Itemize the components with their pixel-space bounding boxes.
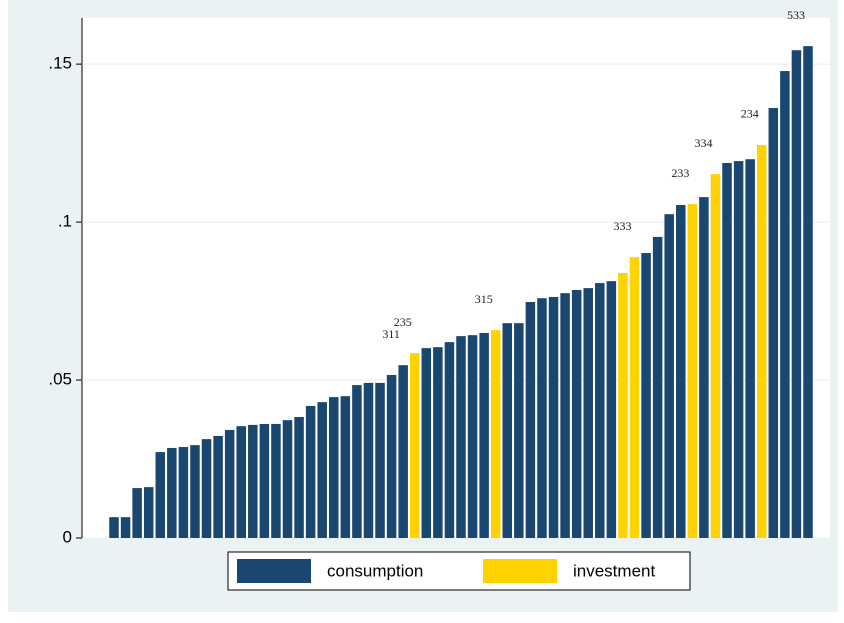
bar	[178, 447, 189, 538]
bar	[710, 174, 721, 539]
bar	[629, 257, 640, 538]
bar	[167, 447, 177, 538]
bar	[479, 332, 489, 538]
bar	[271, 423, 281, 538]
bar	[733, 161, 744, 538]
bar-label: 333	[614, 219, 632, 233]
bar	[340, 396, 351, 538]
bar-label: 533	[787, 8, 805, 22]
bar	[433, 347, 443, 538]
bar-label: 315	[475, 292, 493, 306]
bar-label: 234	[741, 107, 759, 121]
bar	[317, 402, 327, 538]
bar	[687, 204, 698, 539]
bar	[756, 144, 767, 538]
y-tick-label: .1	[58, 212, 72, 231]
bar	[722, 163, 732, 538]
bar	[305, 405, 316, 538]
bar	[259, 423, 270, 538]
bar	[560, 293, 570, 538]
bar	[514, 323, 524, 538]
bar	[803, 46, 813, 539]
bar-label: 311	[382, 327, 400, 341]
legend-swatch	[483, 559, 557, 583]
bar	[571, 290, 582, 538]
bar	[409, 353, 420, 538]
bar	[652, 236, 663, 539]
bar	[329, 397, 339, 538]
bar	[294, 417, 304, 538]
legend-swatch	[237, 559, 311, 583]
legend-label: investment	[573, 561, 655, 580]
bar	[224, 429, 235, 538]
bar	[282, 420, 293, 538]
bar	[444, 342, 455, 538]
bar	[548, 296, 559, 538]
bar	[467, 335, 478, 538]
bar	[386, 374, 397, 538]
bar	[456, 336, 466, 538]
bar-label: 235	[394, 315, 412, 329]
bar	[143, 487, 154, 538]
legend	[227, 551, 691, 591]
bar	[190, 445, 200, 538]
bar	[502, 323, 513, 538]
bar	[352, 385, 362, 538]
bar	[155, 452, 166, 538]
bar	[421, 348, 432, 538]
y-tick-label: .15	[48, 54, 72, 73]
bar	[132, 488, 142, 538]
bar	[583, 288, 593, 538]
bar	[595, 283, 605, 538]
y-tick-label: .05	[48, 370, 72, 389]
bar	[398, 365, 408, 538]
bar	[606, 281, 617, 538]
bar	[375, 382, 385, 538]
bar	[537, 298, 547, 538]
bar	[745, 159, 755, 538]
bar	[664, 214, 674, 538]
bar-label: 334	[694, 136, 712, 150]
bar	[768, 108, 779, 539]
bar	[780, 71, 790, 538]
legend-label: consumption	[327, 561, 423, 580]
bar	[641, 253, 651, 538]
bar	[109, 517, 119, 538]
bar	[676, 205, 686, 539]
bar	[699, 197, 709, 538]
bar	[213, 435, 223, 538]
bar	[201, 439, 212, 538]
bar	[490, 330, 501, 538]
bar	[525, 302, 536, 538]
bar	[363, 382, 374, 538]
bar-label: 233	[671, 166, 689, 180]
y-tick-label: 0	[63, 527, 72, 546]
bar	[618, 272, 628, 538]
bar	[791, 50, 802, 538]
bar	[236, 426, 246, 538]
bar	[248, 424, 258, 538]
bar	[120, 517, 131, 538]
